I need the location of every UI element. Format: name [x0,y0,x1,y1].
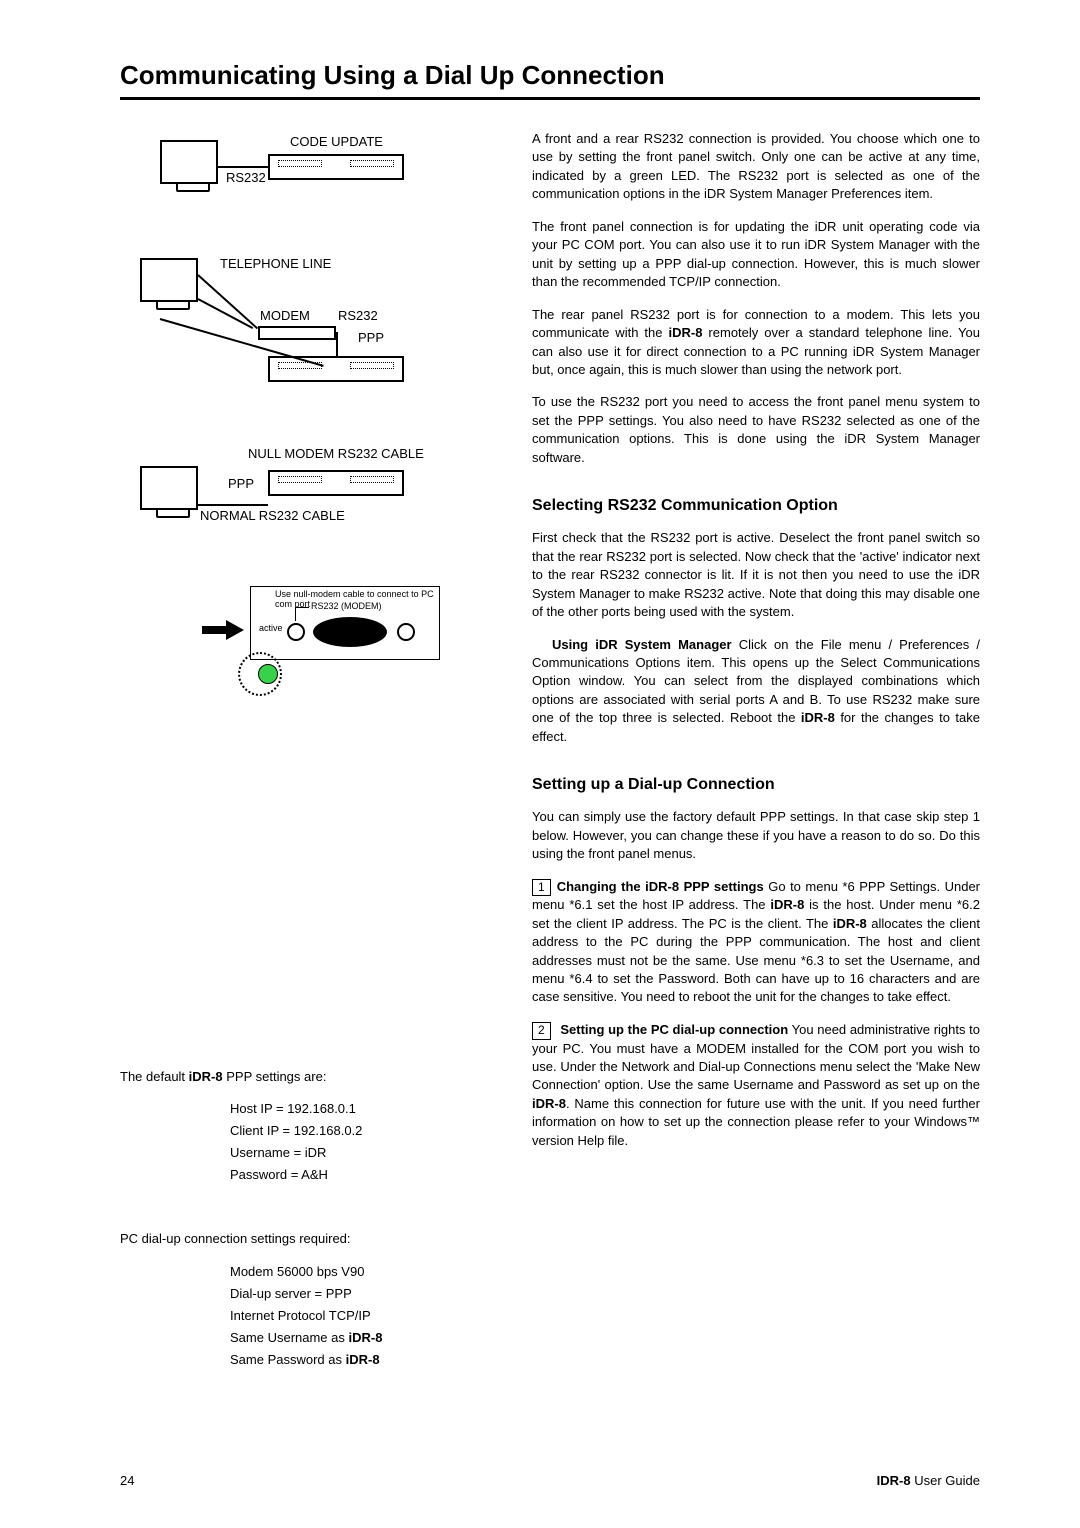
pc-required: PC dial-up connection settings required: [120,1228,500,1250]
p6a: Using iDR System Manager [552,637,732,652]
client-ip: Client IP = 192.168.0.2 [230,1120,500,1142]
label-active: active [259,623,283,633]
sub-heading-2: Setting up a Dial-up Connection [532,776,980,794]
same-user-a: Same Username as [230,1330,349,1345]
page-title: Communicating Using a Dial Up Connection [120,60,980,100]
label-ppp-2: PPP [228,476,254,491]
label-code-update: CODE UPDATE [290,134,383,149]
label-ppp: PPP [358,330,384,345]
dial-server: Dial-up server = PPP [230,1283,500,1305]
label-telephone-line: TELEPHONE LINE [220,256,331,271]
footer-guide-b: User Guide [911,1473,980,1488]
left-settings-block: The default iDR-8 PPP settings are: Host… [120,1066,500,1371]
page-number: 24 [120,1473,134,1488]
p2: The front panel connection is for updati… [532,218,980,292]
p6: Using iDR System Manager Click on the Fi… [532,636,980,747]
label-modem: MODEM [260,308,310,323]
p3b: iDR-8 [668,325,702,340]
p8c: iDR-8 [770,897,804,912]
footer-guide: IDR-8 User Guide [877,1473,980,1488]
label-normal-cable: NORMAL RS232 CABLE [200,508,345,523]
p6c: iDR-8 [801,710,835,725]
label-rs232-2: RS232 [338,308,378,323]
diagram-telephone: TELEPHONE LINE MODEM RS232 PPP [120,248,500,418]
step-2-box: 2 [532,1022,551,1040]
p7: You can simply use the factory default P… [532,808,980,863]
password: Password = A&H [230,1164,500,1186]
ip-proto: Internet Protocol TCP/IP [230,1305,500,1327]
label-rs232: RS232 [226,170,266,185]
p9d: . Name this connection for future use wi… [532,1096,980,1148]
p8a: Changing the iDR-8 PPP settings [557,879,764,894]
modem-line: Modem 56000 bps V90 [230,1261,500,1283]
same-user-b: iDR-8 [349,1330,383,1345]
host-ip: Host IP = 192.168.0.1 [230,1098,500,1120]
default-rest: PPP settings are: [223,1069,327,1084]
step-1-box: 1 [532,879,551,897]
sub-heading-1: Selecting RS232 Communication Option [532,497,980,515]
default-bold: iDR-8 [189,1069,223,1084]
p9a: Setting up the PC dial-up connection [560,1022,788,1037]
diagram-null-modem: NULL MODEM RS232 CABLE PPP NORMAL RS232 … [120,446,500,546]
label-rs232-modem: RS232 (MODEM) [311,601,382,611]
diagram-rs232-panel: Use null-modem cable to connect to PC co… [120,586,500,706]
p4: To use the RS232 port you need to access… [532,393,980,467]
default-intro: The default [120,1069,189,1084]
p8e: iDR-8 [833,916,867,931]
p9c: iDR-8 [532,1096,566,1111]
p8: 1Changing the iDR-8 PPP settings Go to m… [532,878,980,1007]
same-pass-b: iDR-8 [346,1352,380,1367]
p9: 2 Setting up the PC dial-up connection Y… [532,1021,980,1150]
p5: First check that the RS232 port is activ… [532,529,980,621]
p1: A front and a rear RS232 connection is p… [532,130,980,204]
p3: The rear panel RS232 port is for connect… [532,306,980,380]
footer-guide-a: IDR-8 [877,1473,911,1488]
diagram-code-update: CODE UPDATE RS232 [120,130,500,220]
same-pass-a: Same Password as [230,1352,346,1367]
label-null-modem: NULL MODEM RS232 CABLE [248,446,424,461]
username: Username = iDR [230,1142,500,1164]
